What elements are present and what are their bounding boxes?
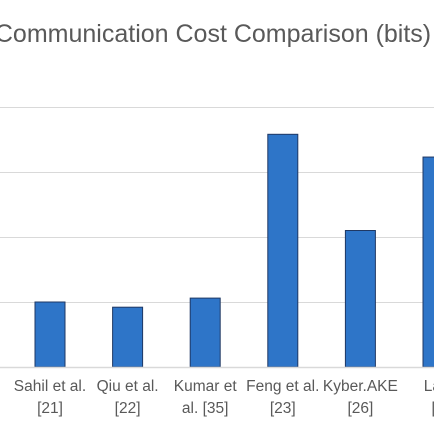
category-label: Kumar et al. [35] xyxy=(174,378,238,417)
category-label: LaC[2 xyxy=(424,378,434,417)
bar xyxy=(422,156,434,368)
category-label: Sahil et al. [21] xyxy=(14,378,86,417)
category-label: Kyber.AKE [26] xyxy=(323,378,398,417)
bar xyxy=(344,230,376,368)
bars xyxy=(34,133,434,368)
category-label: Feng et al. [23] xyxy=(246,378,319,417)
category-labels: Sahil et al. [21] Qiu et al. [22] Kumar et al… xyxy=(14,378,434,417)
bar xyxy=(34,301,66,368)
category-label: Qiu et al. [22] xyxy=(97,378,159,417)
bar xyxy=(112,306,144,368)
bar xyxy=(267,133,299,368)
bar xyxy=(189,297,221,368)
chart-title: Communication Cost Comparison (bits) xyxy=(0,20,431,48)
